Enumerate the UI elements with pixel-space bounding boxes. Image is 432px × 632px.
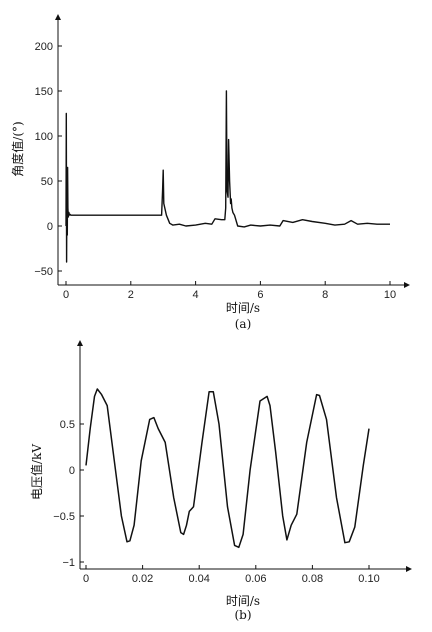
chart-a-series-line [65,90,390,263]
chart-b-x-tick-label: 0.02 [132,573,153,585]
chart-b: 0 0.02 0.04 0.06 0.08 0.10 −1 −0.5 0 0.5 时间/s 电压值/k… [29,340,412,622]
chart-a-x-tick-label: 10 [384,289,396,301]
chart-b-caption: (b) [234,608,251,622]
chart-a-y-tick-label: 0 [47,221,53,233]
chart-a-x-tick-label: 6 [257,289,263,301]
chart-a-y-tick-label: −50 [34,266,53,278]
chart-b-y-tick-label: 0.5 [60,419,75,431]
chart-b-x-tick-label: 0.04 [188,573,209,585]
chart-b-y-tick-label: 0 [69,465,75,477]
chart-b-x-label: 时间/s [226,594,260,608]
chart-b-series-line [85,388,370,549]
chart-b-y-label: 电压值/kV [29,444,44,500]
chart-a-x-tick-label: 4 [193,289,199,301]
chart-a-caption: (a) [235,317,252,331]
chart-b-x-tick-label: 0 [83,573,89,585]
chart-b-y-tick-label: −0.5 [53,511,75,523]
chart-a-y-tick-label: 150 [35,86,53,98]
chart-b-x-tick-label: 0.10 [358,573,379,585]
chart-a-y-tick-label: 100 [35,131,53,143]
chart-a-y-tick-label: 50 [41,176,53,188]
chart-a-y-label: 角度值/(°) [10,121,25,176]
chart-a-x-tick-label: 8 [322,289,328,301]
chart-b-x-tick-label: 0.08 [302,573,323,585]
chart-a-x-tick-label: 2 [128,289,134,301]
chart-b-x-tick-label: 0.06 [245,573,266,585]
chart-a-x-tick-label: 0 [63,289,69,301]
chart-a-y-tick-label: 200 [35,41,53,53]
chart-a: 0 2 4 6 8 10 −50 0 50 100 150 200 时间/s 角度值/(°) (a) [10,14,410,331]
chart-b-y-tick-label: −1 [62,557,75,569]
chart-a-x-label: 时间/s [226,301,260,315]
